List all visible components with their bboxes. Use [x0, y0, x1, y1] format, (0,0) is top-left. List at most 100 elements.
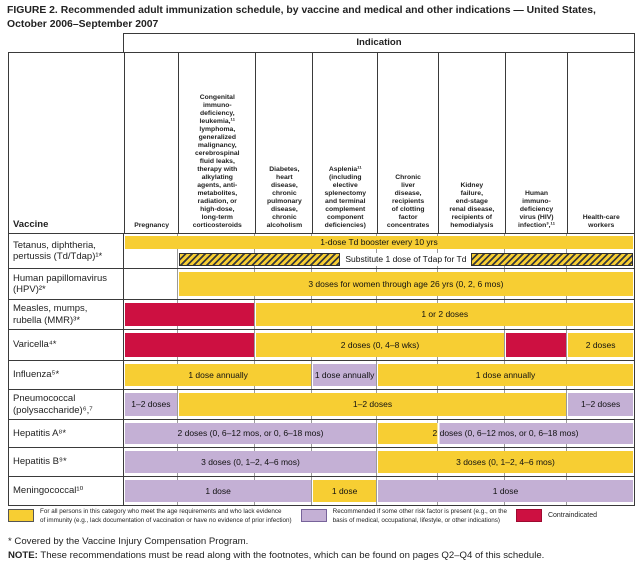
column-header-2: Congenital immuno- deficiency, leukemia,… [178, 53, 255, 233]
vaccine-row-label: Pneumococcal (polysaccharide)⁶,⁷ [9, 390, 124, 419]
schedule-bar-yellow: 1 dose annually [125, 364, 312, 386]
vaccine-row: Pneumococcal (polysaccharide)⁶,⁷ 1–2 dose… [9, 389, 634, 419]
legend-text: For all persons in this category who mee… [40, 508, 292, 524]
schedule-bar-yellow: 2 doses [568, 333, 633, 357]
vaccine-row: Tetanus, diphtheria, pertussis (Td/Tdap)… [9, 234, 634, 268]
grid-cell [124, 390, 178, 419]
schedule-bar-yellow: 1 dose annually [378, 364, 633, 386]
schedule-bar-purple: 1 dose [378, 480, 633, 502]
indication-grid: 1–2 doses 1–2 doses 1–2 doses [124, 390, 634, 419]
indication-grid: 3 doses (0, 1–2, 4–6 mos) 3 doses (0, 1–2… [124, 448, 634, 476]
indication-grid: 2 doses (0, 6–12 mos, or 0, 6–18 mos) 2 d… [124, 420, 634, 447]
legend-text: Contraindicated [547, 512, 597, 519]
grid-cell [178, 330, 256, 360]
schedule-bar-yellow: 1 or 2 doses [256, 303, 633, 326]
legend: For all persons in this category who mee… [8, 508, 636, 525]
schedule-bar-purple: 3 doses (0, 1–2, 4–6 mos) [125, 451, 376, 473]
grid-cell [312, 420, 377, 447]
schedule-bar-split: 2 doses (0, 6–12 mos, or 0, 6–18 mos) [378, 423, 633, 444]
schedule-bar-red [125, 333, 255, 357]
grid-cell [377, 234, 438, 268]
schedule-bar-yellow: 1–2 doses [178, 393, 567, 416]
indication-grid: 1 dose 1 dose 1 dose [124, 477, 634, 505]
grid-cell [178, 234, 256, 268]
grid-cell [505, 234, 568, 268]
vaccine-row: Meningococcal¹⁰ 1 dose 1 dose 1 dose [9, 476, 634, 505]
grid-cell [505, 390, 568, 419]
column-header-5: Chronic liver disease, recipients of clo… [377, 53, 438, 233]
grid-cell [438, 330, 505, 360]
schedule-bar-yellow: 1-dose Td booster every 10 yrs [125, 236, 633, 249]
legend-item: Contraindicated [515, 508, 597, 522]
column-header-6: Kidney failure, end-stage renal disease,… [438, 53, 505, 233]
legend-item: Recommended if some other risk factor is… [300, 508, 507, 525]
grid-cell [255, 234, 313, 268]
table-body: Tetanus, diphtheria, pertussis (Td/Tdap)… [8, 234, 635, 506]
grid-cell [312, 477, 377, 505]
schedule-bar-purple: 1 dose [125, 480, 312, 502]
grid-cell [178, 300, 256, 329]
vaccine-row-label: Influenza⁵* [9, 361, 124, 389]
indication-grid: 1-dose Td booster every 10 yrs Substitute… [124, 234, 634, 268]
column-header-7: Human immuno- deficiency virus (HIV) inf… [504, 53, 568, 233]
immunization-schedule-table: Indication Vaccine Pregnancy Congenital i… [8, 33, 635, 506]
vaccine-row: Influenza⁵* 1 dose annually 1 dose annuall… [9, 360, 634, 389]
vaccine-row: Human papillomavirus (HPV)²* 3 doses for … [9, 268, 634, 299]
grid-cell [312, 448, 377, 476]
schedule-bar-purple: 1–2 doses [568, 393, 633, 416]
legend-text: Recommended if some other risk factor is… [332, 508, 507, 524]
grid-cell [255, 477, 313, 505]
legend-item: For all persons in this category who mee… [8, 508, 292, 525]
column-header-3: Diabetes, heart disease, chronic pulmona… [255, 53, 312, 233]
grid-cell [312, 361, 377, 389]
column-header-1: Pregnancy [124, 53, 178, 233]
schedule-bar-purple: 1–2 doses [125, 393, 177, 416]
vaccine-row-label: Tetanus, diphtheria, pertussis (Td/Tdap)… [9, 234, 124, 268]
indication-grid: 1 or 2 doses [124, 300, 634, 329]
schedule-bar-red [125, 303, 255, 326]
vaccine-row-label: Hepatitis B⁹* [9, 448, 124, 476]
legend-swatch-red [515, 509, 542, 522]
schedule-bar-yellow: 3 doses (0, 1–2, 4–6 mos) [378, 451, 633, 473]
vaccine-row-label: Measles, mumps, rubella (MMR)³* [9, 300, 124, 329]
footnote-note: NOTE: These recommendations must be read… [8, 550, 544, 561]
hatched-bar-label: Substitute 1 dose of Tdap for Td [340, 253, 472, 266]
column-header-8: Health-care workers [567, 53, 634, 233]
grid-cell [505, 330, 568, 360]
hatch-stripes [471, 253, 633, 266]
indication-grid: 1 dose annually 1 dose annually 1 dose ann… [124, 361, 634, 389]
legend-swatch-purple [300, 509, 327, 522]
vaccine-row: Measles, mumps, rubella (MMR)³* 1 or 2 do… [9, 299, 634, 329]
vaccine-row-label: Hepatitis A⁸* [9, 420, 124, 447]
column-header-row: Vaccine Pregnancy Congenital immuno- defi… [8, 52, 635, 234]
grid-cell [312, 234, 377, 268]
schedule-bar-yellow: 2 doses (0, 4–8 wks) [256, 333, 504, 357]
schedule-bar-yellow: 1 dose [313, 480, 376, 502]
grid-cell [438, 234, 505, 268]
grid-cell [124, 269, 178, 299]
legend-swatch-yellow [8, 509, 34, 522]
vaccine-row: Hepatitis A⁸* 2 doses (0, 6–12 mos, or 0,… [9, 419, 634, 447]
vaccine-row-label: Varicella⁴* [9, 330, 124, 360]
note-label: NOTE: [8, 550, 38, 561]
column-header-4: Asplenia¹¹ (including elective splenecto… [312, 53, 377, 233]
grid-cell [255, 361, 313, 389]
grid-cell [124, 234, 178, 268]
hatch-stripes [178, 253, 341, 266]
vaccine-column-header: Vaccine [13, 219, 49, 230]
figure-title: FIGURE 2. Recommended adult immunization… [7, 5, 596, 30]
schedule-bar-purple: 1 dose annually [313, 364, 376, 386]
schedule-bar-yellow: 3 doses for women through age 26 yrs (0,… [178, 272, 633, 296]
vaccine-row-label: Meningococcal¹⁰ [9, 477, 124, 505]
indication-grid: 2 doses (0, 4–8 wks) 2 doses [124, 330, 634, 360]
corner-spacer [8, 33, 123, 52]
vaccine-row: Hepatitis B⁹* 3 doses (0, 1–2, 4–6 mos) 3 … [9, 447, 634, 476]
schedule-bar-purple: 2 doses (0, 6–12 mos, or 0, 6–18 mos) [125, 423, 376, 444]
vaccine-row: Varicella⁴* 2 doses (0, 4–8 wks) 2 doses [9, 329, 634, 360]
hatched-schedule-bar: Substitute 1 dose of Tdap for Td [178, 253, 633, 266]
vaccine-row-label: Human papillomavirus (HPV)²* [9, 269, 124, 299]
indication-header-row: Indication [8, 33, 635, 52]
note-text: These recommendations must be read along… [37, 550, 545, 561]
indication-header: Indication [123, 33, 635, 52]
